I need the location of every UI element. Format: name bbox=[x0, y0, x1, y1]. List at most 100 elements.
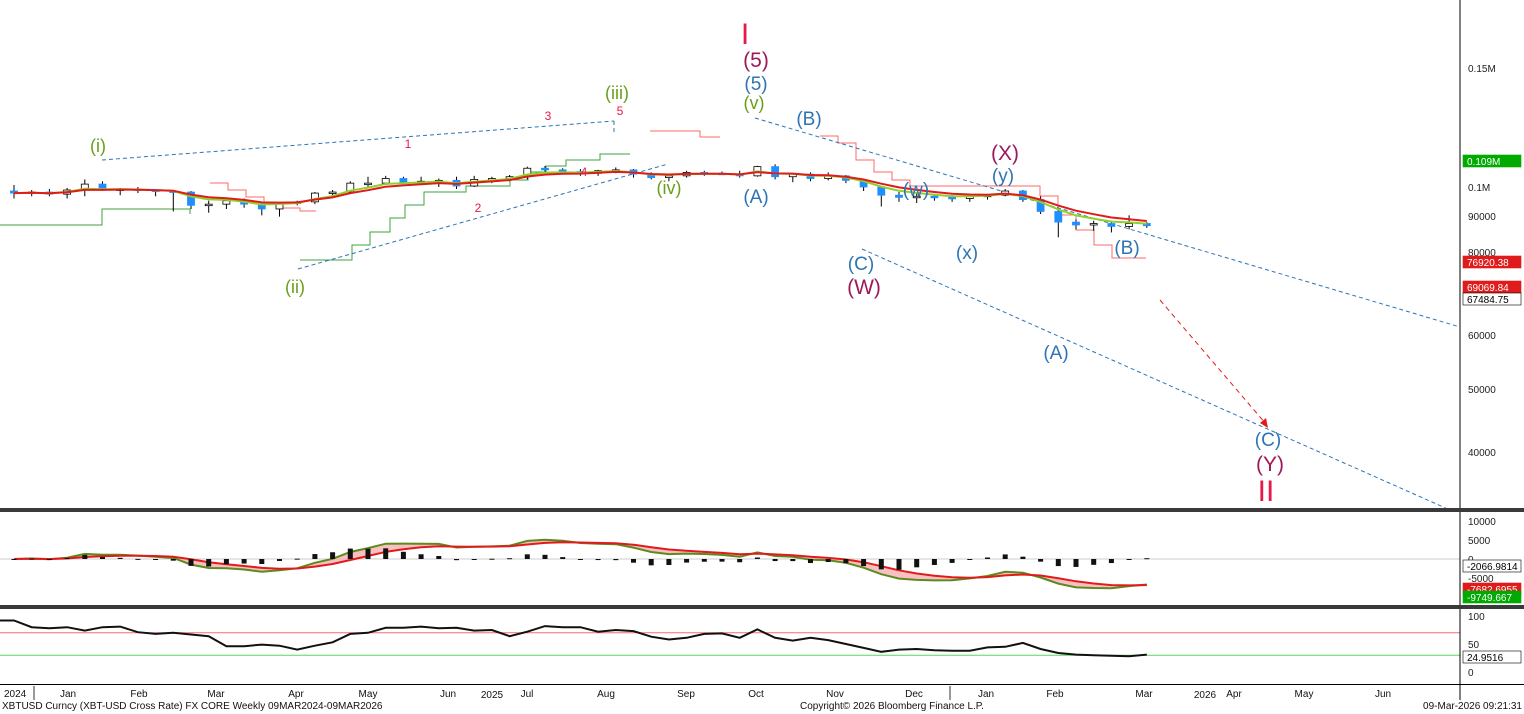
x-tick-label: Aug bbox=[597, 689, 615, 700]
rsi-tag-label: 24.9516 bbox=[1467, 653, 1504, 664]
wave-label: 2 bbox=[475, 201, 482, 215]
stop-line bbox=[820, 135, 1146, 259]
y-tick-label: 60000 bbox=[1468, 331, 1496, 342]
macd-histogram-bar bbox=[1055, 559, 1061, 567]
x-tick-label: Oct bbox=[748, 689, 764, 700]
wave-label: (ii) bbox=[285, 277, 305, 297]
macd-histogram-bar bbox=[418, 554, 424, 559]
macd-tag bbox=[1462, 559, 1522, 573]
trend-channel-line bbox=[861, 248, 1451, 511]
price-tag-label: 67484.75 bbox=[1467, 295, 1509, 306]
macd-tag-label: -7682.6955 bbox=[1467, 585, 1518, 596]
price-tag-label: 69069.84 bbox=[1467, 283, 1509, 294]
macd-histogram-bar bbox=[1038, 559, 1044, 562]
candle-body bbox=[1107, 223, 1116, 227]
wave-label: II bbox=[1258, 475, 1275, 508]
rsi-line bbox=[0, 619, 1147, 658]
projection-arrow bbox=[1159, 299, 1267, 425]
x-tick-label: Apr bbox=[288, 689, 304, 700]
rsi-y-tick-label: 100 bbox=[1468, 612, 1485, 623]
y-tick-label: 0.15M bbox=[1468, 64, 1496, 75]
x-year-label: 2025 bbox=[481, 690, 504, 701]
macd-fill bbox=[14, 539, 1147, 589]
macd-histogram-bar bbox=[790, 559, 796, 562]
macd-histogram-bar bbox=[330, 552, 336, 559]
macd-histogram-bar bbox=[365, 548, 371, 559]
x-year-label: 2026 bbox=[1194, 690, 1217, 701]
macd-histogram-bar bbox=[737, 559, 743, 563]
wave-label: (C) bbox=[1255, 430, 1281, 451]
x-tick-label: Jan bbox=[60, 689, 76, 700]
wave-label: (A) bbox=[1043, 343, 1068, 364]
candle-body bbox=[1054, 211, 1063, 223]
macd-histogram-bar bbox=[400, 551, 406, 559]
x-tick-label: Mar bbox=[207, 689, 225, 700]
candle-body bbox=[895, 194, 903, 198]
macd-histogram-bar bbox=[967, 559, 973, 560]
candle-body bbox=[204, 203, 213, 207]
x-tick-label: 2024 bbox=[4, 689, 27, 700]
x-tick-label: Sep bbox=[677, 689, 695, 700]
macd-histogram-bar bbox=[100, 556, 105, 559]
macd-histogram-bar bbox=[754, 557, 760, 559]
y-tick-label: 90000 bbox=[1468, 212, 1496, 223]
x-tick-label: May bbox=[1295, 689, 1314, 700]
wave-label: (x) bbox=[956, 243, 978, 264]
candle-body bbox=[328, 191, 337, 194]
macd-histogram-bar bbox=[223, 559, 229, 565]
wave-label: (y) bbox=[992, 166, 1014, 187]
price-panel: (i)(ii)12345(iii)(iv)(v)(5)(5)I(A)(B)(C)… bbox=[0, 18, 1461, 511]
macd-histogram-bar bbox=[294, 558, 300, 560]
wave-label: (W) bbox=[847, 276, 881, 299]
candle-body bbox=[346, 182, 355, 193]
macd-histogram-bar bbox=[29, 558, 35, 560]
wave-label: 4 bbox=[581, 165, 588, 179]
candle-body bbox=[912, 195, 921, 199]
support-line bbox=[0, 208, 191, 226]
macd-panel bbox=[0, 538, 1460, 590]
macd-histogram-bar bbox=[347, 548, 353, 559]
macd-histogram-bar bbox=[808, 559, 813, 564]
macd-histogram-bar bbox=[117, 557, 123, 559]
price-tag-label: 76920.38 bbox=[1467, 258, 1509, 269]
macd-histogram-bar bbox=[648, 559, 654, 566]
macd-histogram-bar bbox=[1002, 554, 1008, 559]
macd-histogram-bar bbox=[560, 557, 566, 559]
x-tick-label: Jun bbox=[1375, 689, 1391, 700]
wave-label: (5) bbox=[744, 74, 767, 95]
x-tick-label: Jul bbox=[521, 689, 534, 700]
macd-histogram-bar bbox=[82, 554, 88, 559]
wave-label: I bbox=[741, 18, 749, 51]
macd-histogram-bar bbox=[454, 559, 459, 561]
rsi-panel bbox=[0, 619, 1460, 658]
macd-histogram-bar bbox=[931, 559, 937, 565]
x-tick-label: Feb bbox=[1046, 689, 1064, 700]
x-tick-label: Dec bbox=[905, 689, 923, 700]
macd-histogram-bar bbox=[1126, 559, 1132, 560]
projection-arrowhead bbox=[1260, 418, 1268, 428]
macd-histogram-bar bbox=[471, 559, 477, 560]
macd-histogram-bar bbox=[631, 559, 636, 563]
stop-line bbox=[210, 182, 316, 212]
macd-histogram-bar bbox=[878, 559, 884, 570]
macd-y-tick-label: 5000 bbox=[1468, 536, 1491, 547]
macd-histogram-bar bbox=[64, 557, 70, 559]
wave-label: (Y) bbox=[1256, 453, 1284, 476]
candle-body bbox=[877, 186, 886, 196]
macd-histogram-bar bbox=[825, 559, 831, 563]
wave-label: (B) bbox=[1114, 238, 1139, 259]
rsi-y-tick-label: 50 bbox=[1468, 640, 1480, 651]
wave-label: (iii) bbox=[605, 83, 629, 103]
x-tick-label: Mar bbox=[1135, 689, 1153, 700]
macd-histogram-bar bbox=[542, 554, 548, 559]
candle-body bbox=[1089, 223, 1098, 226]
macd-histogram-bar bbox=[135, 558, 141, 560]
footer-copyright: Copyright© 2026 Bloomberg Finance L.P. bbox=[800, 701, 984, 712]
price-tag bbox=[1462, 255, 1522, 269]
y-tick-label: 0.1M bbox=[1468, 183, 1490, 194]
candle-body bbox=[771, 166, 779, 178]
stop-line bbox=[650, 130, 720, 138]
footer-timestamp: 09-Mar-2026 09:21:31 bbox=[1423, 701, 1522, 712]
